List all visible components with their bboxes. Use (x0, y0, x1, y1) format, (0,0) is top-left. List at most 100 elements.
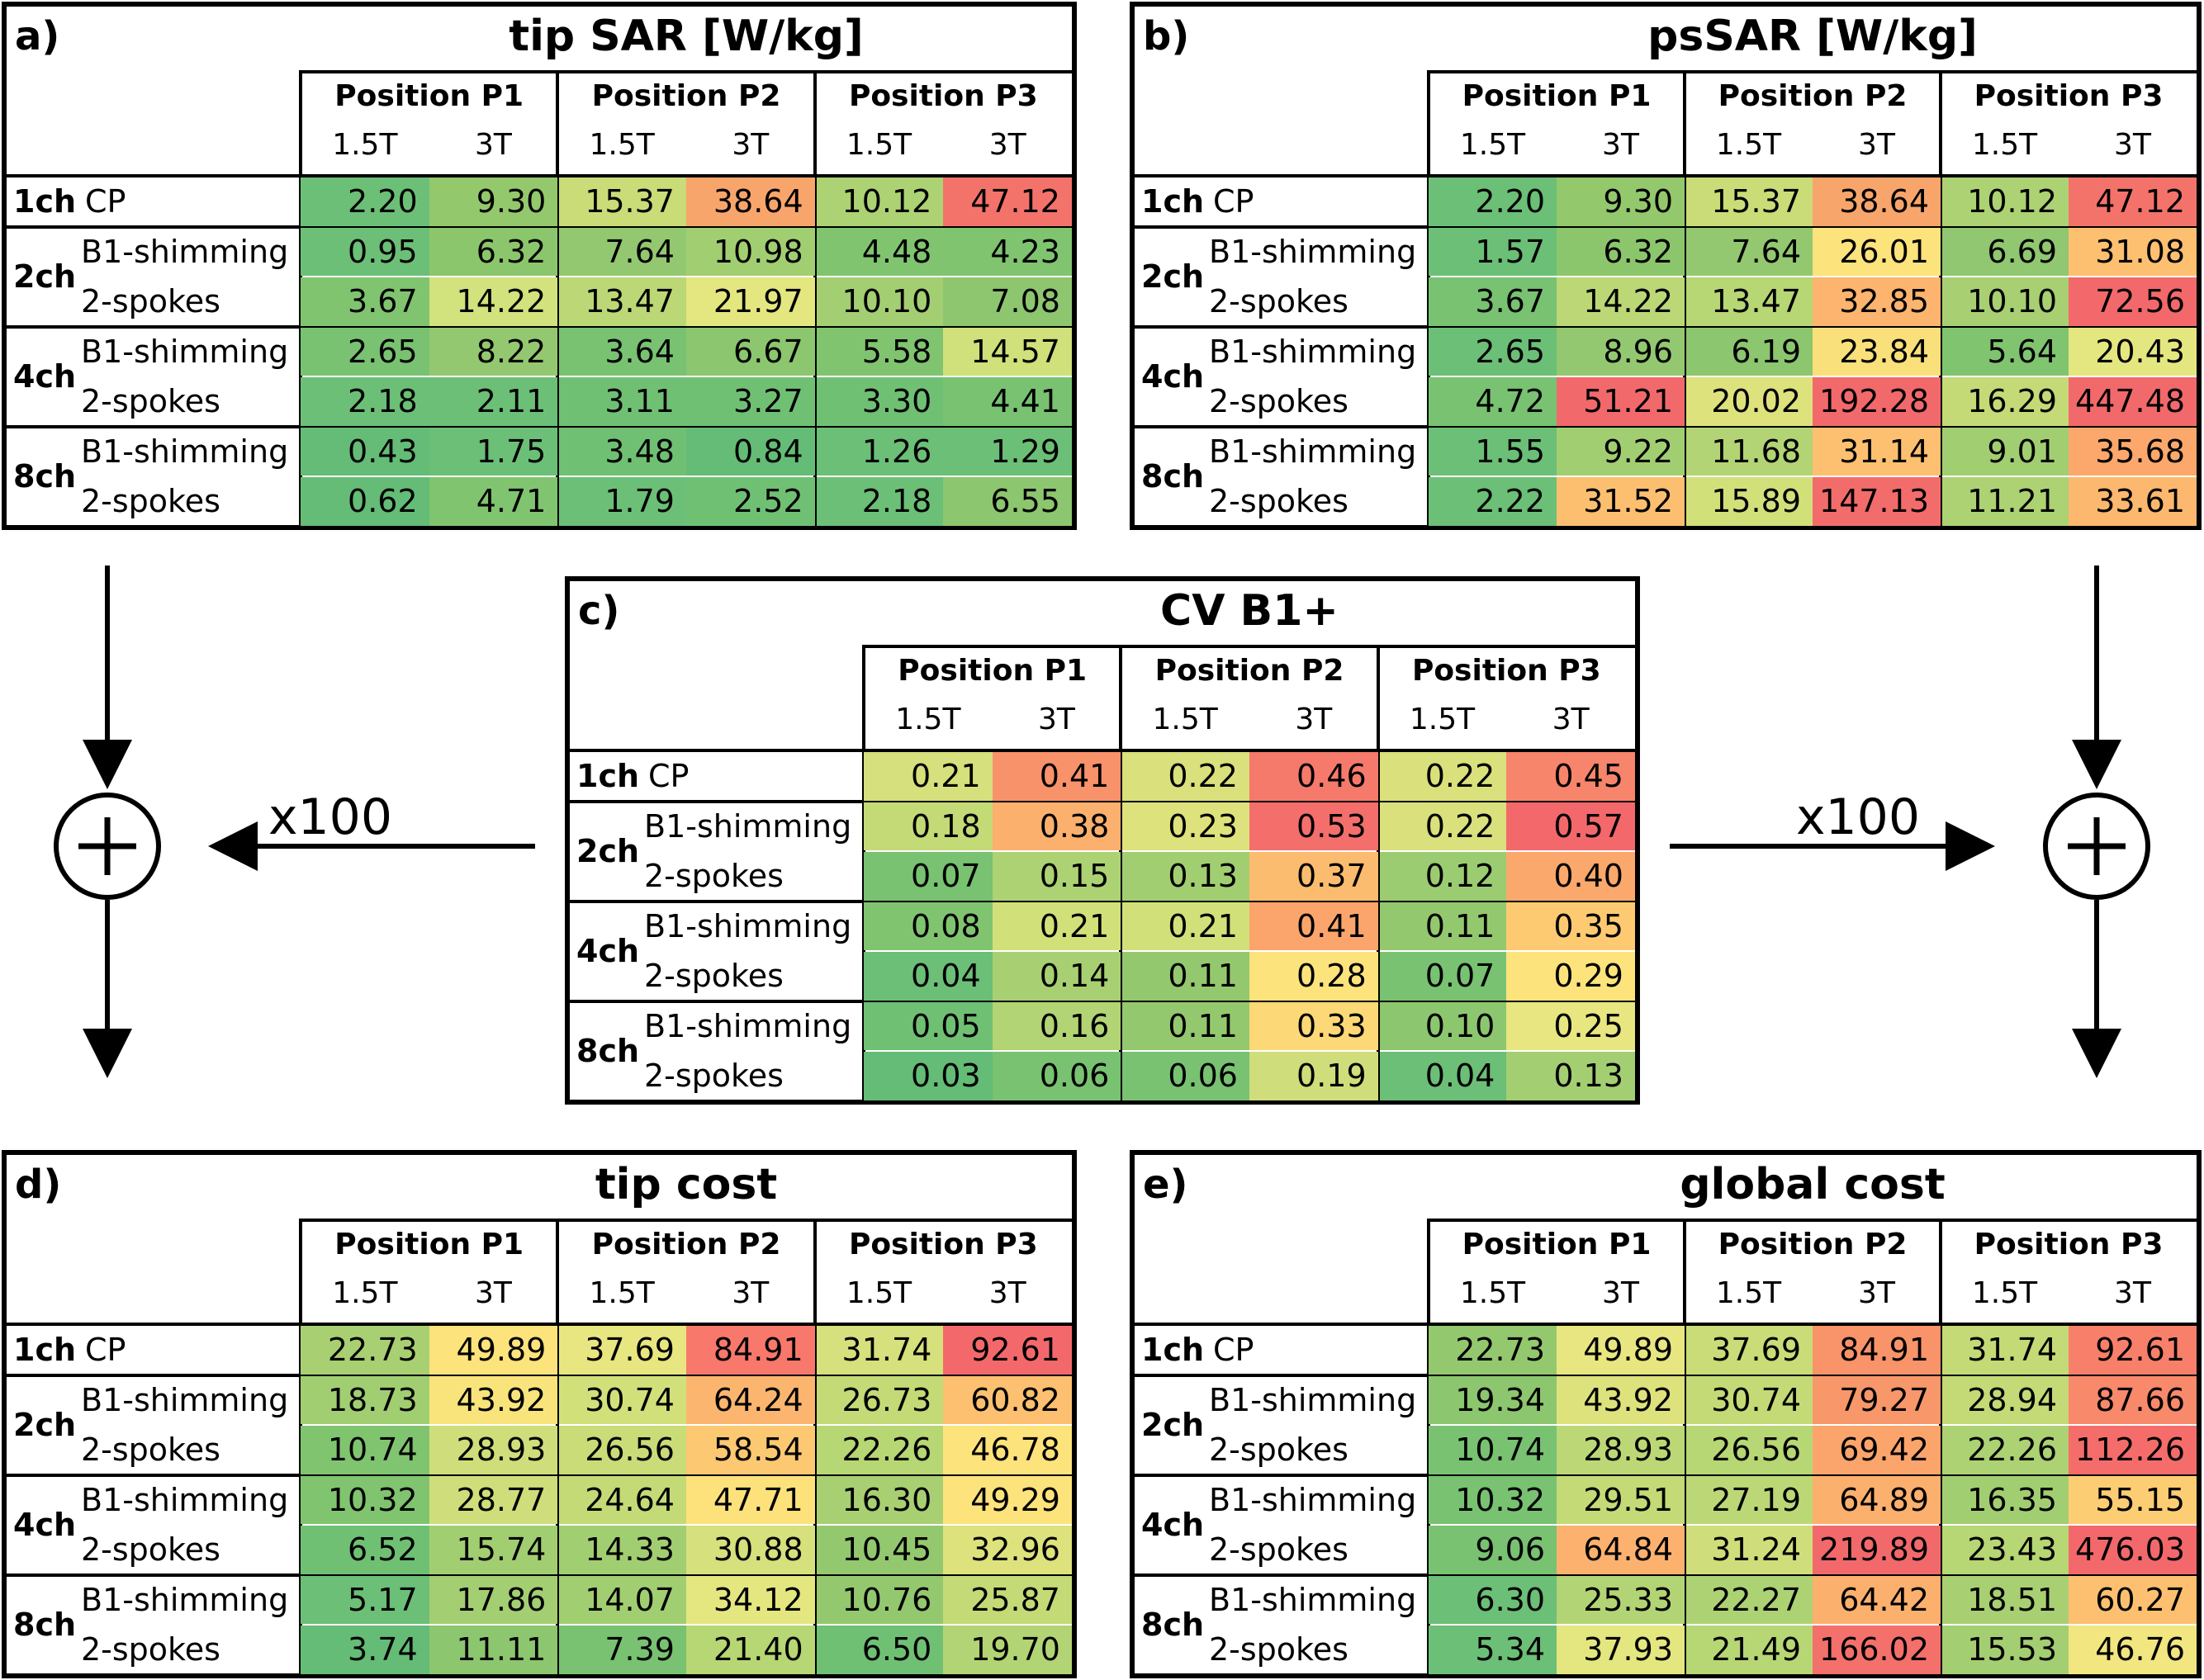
table-cell: 5.17 (301, 1575, 429, 1624)
position-header: Position P1 (898, 654, 1088, 688)
table-cell: 26.01 (1813, 227, 1941, 276)
table-cell: 22.73 (301, 1326, 429, 1375)
method-label: 2-spokes (81, 1531, 220, 1569)
field-strength-header: 3T (1295, 703, 1333, 736)
table-cell: 9.01 (1942, 427, 2069, 476)
method-label: CP (648, 758, 690, 795)
table-cell: 2.18 (301, 377, 429, 426)
table-cell: 14.07 (559, 1575, 686, 1624)
channel-label: 1ch (1141, 1332, 1205, 1369)
position-divider (1939, 70, 1942, 525)
table-cell: 147.13 (1813, 477, 1941, 526)
table-cell: 21.97 (686, 277, 815, 326)
channel-label: 2ch (13, 1407, 77, 1443)
table-cell: 69.42 (1813, 1426, 1941, 1474)
table-cell: 22.26 (816, 1426, 944, 1474)
method-label: 2-spokes (644, 958, 784, 995)
table-cell: 31.52 (1557, 477, 1685, 526)
table-cell: 0.41 (1249, 902, 1378, 950)
table-cell: 0.62 (301, 477, 429, 526)
field-strength-header: 1.5T (1459, 1276, 1526, 1310)
method-label: B1-shimming (644, 807, 852, 845)
table-cell: 9.30 (429, 177, 558, 226)
panel-letter: e) (1143, 1162, 1188, 1208)
channel-divider (570, 999, 1635, 1003)
table-cell: 9.30 (1557, 177, 1685, 226)
table-cell: 14.57 (943, 327, 1072, 376)
field-strength-header: 3T (2114, 128, 2151, 162)
table-cell: 0.23 (1122, 802, 1249, 850)
table-cell: 0.13 (1506, 1052, 1635, 1100)
table-cell: 5.64 (1942, 327, 2069, 376)
table-cell: 0.11 (1379, 902, 1507, 950)
method-label: B1-shimming (81, 1481, 289, 1518)
table-cell: 10.76 (816, 1575, 944, 1624)
table-cell: 3.64 (559, 327, 686, 376)
table-cell: 166.02 (1813, 1626, 1941, 1674)
table-cell: 0.07 (1379, 952, 1507, 1001)
position-header: Position P1 (1462, 79, 1652, 113)
table-cell: 0.21 (992, 902, 1121, 950)
table-cell: 3.74 (301, 1626, 429, 1674)
method-label: B1-shimming (81, 433, 289, 470)
table-cell: 26.73 (816, 1375, 944, 1424)
table-cell: 37.69 (1686, 1326, 1813, 1375)
table-cell: 27.19 (1686, 1475, 1813, 1524)
table-cell: 0.13 (1122, 852, 1249, 901)
table-cell: 33.61 (2069, 477, 2197, 526)
table-cell: 0.21 (1122, 902, 1249, 950)
field-strength-header: 1.5T (846, 1276, 912, 1310)
table-cell: 4.41 (943, 377, 1072, 426)
table-cell: 17.86 (429, 1575, 558, 1624)
field-strength-header: 1.5T (1715, 128, 1782, 162)
panel-title: tip SAR [W/kg] (509, 12, 864, 61)
position-divider (813, 70, 817, 525)
table-cell: 0.05 (864, 1001, 993, 1050)
channel-label: 4ch (1141, 1507, 1205, 1543)
field-strength-header: 3T (475, 1276, 512, 1310)
table-cell: 0.14 (992, 952, 1121, 1001)
table-cell: 0.57 (1506, 802, 1635, 850)
table-cell: 16.35 (1942, 1475, 2069, 1524)
channel-label: 2ch (1141, 258, 1205, 295)
table-cell: 58.54 (686, 1426, 815, 1474)
table-cell: 64.42 (1813, 1575, 1941, 1624)
table-cell: 20.43 (2069, 327, 2197, 376)
table-cell: 22.26 (1942, 1426, 2069, 1474)
field-strength-header: 1.5T (895, 703, 961, 736)
header-divider (1135, 1323, 2197, 1326)
table-cell: 60.82 (943, 1375, 1072, 1424)
table-cell: 0.03 (864, 1052, 993, 1100)
table-cell: 14.33 (559, 1526, 686, 1574)
field-strength-header: 3T (732, 1276, 770, 1310)
table-cell: 64.89 (1813, 1475, 1941, 1524)
table-cell: 0.10 (1379, 1001, 1507, 1050)
panel-title: tip cost (595, 1160, 778, 1209)
table-cell: 25.33 (1557, 1575, 1685, 1624)
position-header: Position P3 (1411, 654, 1601, 688)
table-cell: 0.46 (1249, 752, 1378, 801)
channel-label: 8ch (1141, 1607, 1205, 1643)
table-cell: 49.89 (1557, 1326, 1685, 1375)
channel-label: 4ch (13, 358, 77, 395)
method-label: 2-spokes (1209, 283, 1348, 320)
table-cell: 30.74 (1686, 1375, 1813, 1424)
method-label: B1-shimming (644, 1007, 852, 1044)
field-strength-header: 1.5T (589, 128, 655, 162)
table-cell: 0.06 (992, 1052, 1121, 1100)
table-cell: 37.93 (1557, 1626, 1685, 1674)
channel-divider (7, 424, 1072, 428)
method-label: 2-spokes (644, 1058, 784, 1095)
method-label: 2-spokes (81, 283, 220, 320)
title-divider (864, 645, 1635, 648)
position-divider (1939, 1219, 1942, 1673)
table-cell: 84.91 (1813, 1326, 1941, 1375)
method-label: 2-spokes (1209, 483, 1348, 520)
method-label: 2-spokes (81, 483, 220, 520)
method-label: 2-spokes (1209, 383, 1348, 420)
table-cell: 0.29 (1506, 952, 1635, 1001)
table-cell: 0.41 (992, 752, 1121, 801)
channel-label: 2ch (576, 833, 640, 869)
table-cell: 84.91 (686, 1326, 815, 1375)
table-cell: 21.49 (1686, 1626, 1813, 1674)
